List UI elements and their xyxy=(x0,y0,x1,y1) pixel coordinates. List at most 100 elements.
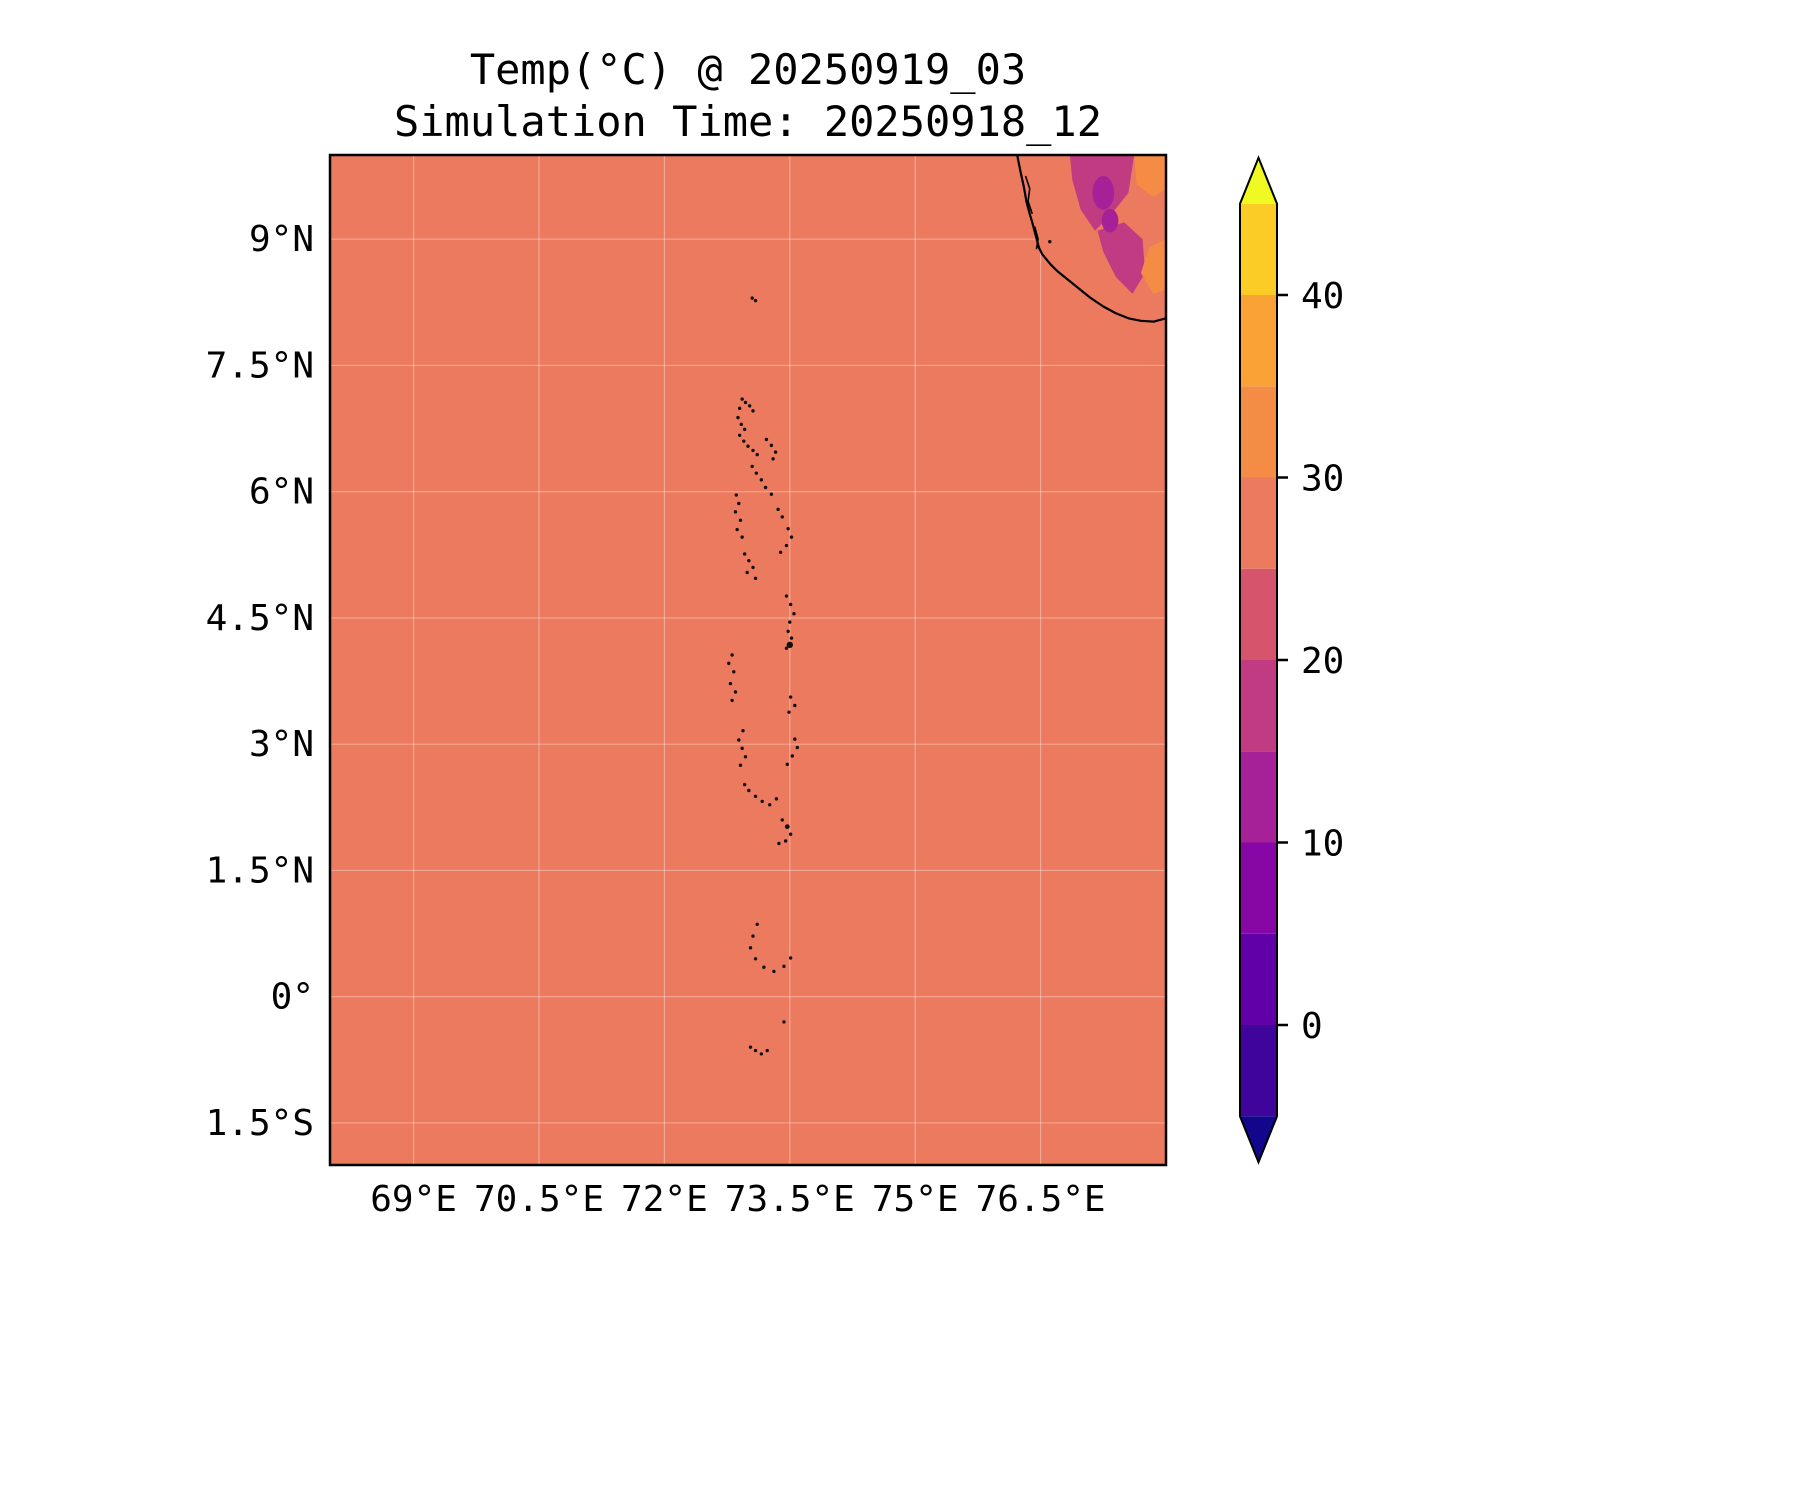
y-tick-label: 4.5°N xyxy=(206,598,314,639)
colorbar-tick-label: 0 xyxy=(1301,1006,1323,1047)
plot-frame-layer xyxy=(328,153,1168,1167)
island-dot xyxy=(764,437,769,442)
island-dot xyxy=(754,471,759,475)
island-dot xyxy=(785,762,789,767)
island-dot xyxy=(786,629,790,634)
island-dot xyxy=(742,439,746,443)
island-dot xyxy=(739,422,744,427)
island-dot xyxy=(738,763,743,767)
island-dot xyxy=(742,782,747,787)
island-dot xyxy=(732,670,736,674)
island-dot xyxy=(748,946,753,950)
island-dot xyxy=(753,576,758,581)
island-dot xyxy=(788,695,793,699)
island-dot xyxy=(790,754,795,758)
island-dot xyxy=(782,964,786,969)
island-dot xyxy=(786,641,793,649)
island-dot xyxy=(747,788,751,793)
coastline xyxy=(1016,155,1166,323)
island-dot xyxy=(751,565,755,570)
island-dot xyxy=(741,729,745,733)
island-dot xyxy=(789,535,794,539)
island-dot xyxy=(747,558,751,563)
island-dot xyxy=(777,841,781,846)
island-dot xyxy=(772,969,776,974)
island-dot xyxy=(746,444,750,448)
colorbar-band xyxy=(1240,751,1277,843)
island-dot xyxy=(762,965,766,969)
island-dot xyxy=(780,515,784,519)
island-dot xyxy=(774,797,779,801)
plot-frame xyxy=(328,153,1168,1167)
y-tick-label: 0° xyxy=(271,977,314,1018)
island-dot xyxy=(780,818,784,822)
island-dot xyxy=(792,612,796,616)
island-dot xyxy=(1048,239,1052,244)
island-dot xyxy=(765,1048,769,1053)
y-tick-label: 1.5°N xyxy=(206,850,314,891)
colorbar-band xyxy=(1240,477,1277,569)
island-dot xyxy=(727,661,731,666)
island-dot xyxy=(787,710,791,714)
island-dot xyxy=(737,501,741,506)
colorbar-band xyxy=(1240,1025,1277,1117)
plot-title: Temp(°C) @ 20250919_03 xyxy=(470,45,1026,94)
island-dot xyxy=(751,409,755,413)
island-dot xyxy=(743,755,748,759)
island-dot xyxy=(784,646,789,650)
island-dot xyxy=(782,1020,786,1024)
y-tick-label: 3°N xyxy=(249,724,314,765)
sea-surface xyxy=(330,155,1166,1165)
y-tick-label: 6°N xyxy=(249,472,314,513)
island-dot xyxy=(730,653,734,657)
island-dot xyxy=(760,799,764,804)
land-patch-warm-patch-edge xyxy=(1140,239,1166,294)
island-dot xyxy=(786,527,790,531)
lake-outline xyxy=(1033,226,1039,250)
x-tick-label: 70.5°E xyxy=(474,1179,604,1220)
land-patch-warm-patch-corner xyxy=(1134,155,1166,198)
island-dot xyxy=(784,594,789,598)
island-dot xyxy=(753,298,758,303)
colorbar: 0 10 20 30 40 xyxy=(1239,155,1344,1165)
plot-subtitle: Simulation Time: 20250918_12 xyxy=(394,97,1102,146)
x-tick-label: 69°E xyxy=(370,1179,457,1220)
island-dot xyxy=(769,443,774,448)
island-dot xyxy=(788,832,793,836)
island-dot xyxy=(771,457,775,461)
island-dot xyxy=(745,570,749,575)
colorbar-outline xyxy=(1239,155,1278,1165)
island-dot xyxy=(788,602,793,607)
island-dot xyxy=(759,1052,764,1056)
colorbar-tick-label: 30 xyxy=(1301,459,1344,500)
island-dot xyxy=(768,803,772,807)
x-tick-label: 72°E xyxy=(621,1179,708,1220)
island-dot xyxy=(743,400,748,405)
island-dot xyxy=(733,510,738,514)
land-patch-cold-spot-a xyxy=(1092,176,1115,210)
x-tick-label: 76.5°E xyxy=(976,1179,1106,1220)
island-dot xyxy=(789,636,794,640)
island-dot xyxy=(748,1045,753,1049)
colorbar-band xyxy=(1240,386,1277,478)
island-dot xyxy=(763,485,768,490)
island-dot xyxy=(737,738,741,742)
map-plot xyxy=(330,155,1166,1165)
land-patch-cool-patch-south xyxy=(1097,222,1146,294)
island-dot xyxy=(769,492,774,496)
x-tick-label: 75°E xyxy=(872,1179,959,1220)
island-dot xyxy=(735,527,739,532)
island-dot xyxy=(738,518,743,522)
island-dot xyxy=(734,493,738,497)
island-dot xyxy=(773,450,778,454)
colorbar-band xyxy=(1240,842,1277,934)
colorbar-arrow-over xyxy=(1240,157,1277,204)
colorbar-tick-label: 40 xyxy=(1301,276,1344,317)
x-axis-labels: 69°E 70.5°E 72°E 73.5°E 75°E 76.5°E xyxy=(370,1179,1105,1220)
y-axis-labels: 9°N 7.5°N 6°N 4.5°N 3°N 1.5°N 0° 1.5°S xyxy=(206,219,314,1144)
x-tick-label: 73.5°E xyxy=(725,1179,855,1220)
island-dot xyxy=(740,397,744,401)
colorbar-tick-label: 20 xyxy=(1301,641,1344,682)
island-dot xyxy=(751,934,755,938)
